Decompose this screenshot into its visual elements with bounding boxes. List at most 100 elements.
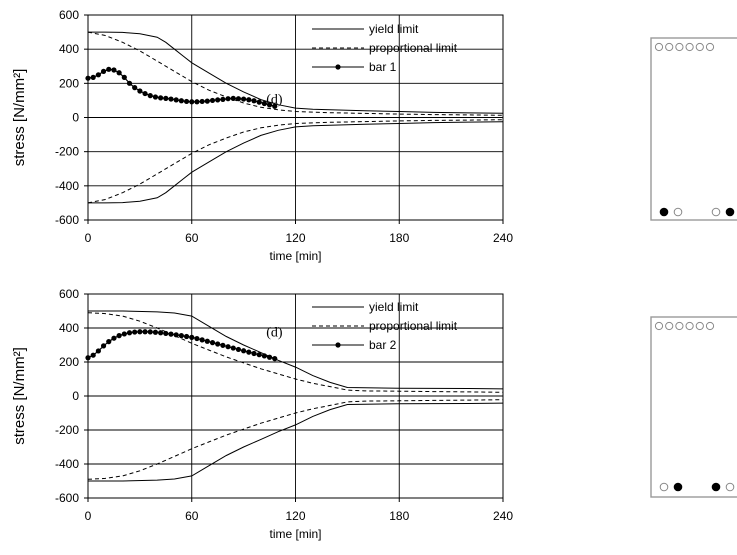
data-point	[272, 356, 278, 362]
data-point	[147, 93, 153, 99]
legend-entry: bar 2	[369, 338, 397, 352]
section-outline	[650, 37, 737, 221]
y-tick-label: -200	[55, 423, 79, 437]
data-point	[132, 329, 138, 335]
data-point	[111, 335, 117, 341]
annotation-label: (d)	[266, 325, 283, 340]
rebar-top	[705, 321, 715, 331]
x-tick-label: 120	[285, 231, 305, 245]
y-tick-label: -200	[55, 145, 79, 159]
data-point	[95, 72, 101, 78]
rebar-top	[665, 321, 674, 331]
data-point	[189, 99, 195, 105]
y-tick-label: -600	[55, 213, 79, 227]
data-point	[173, 332, 179, 338]
data-point	[194, 99, 200, 105]
data-point	[209, 340, 216, 346]
data-point	[204, 98, 210, 104]
rebar-top	[675, 321, 684, 331]
data-point	[111, 67, 117, 73]
data-point	[183, 333, 190, 340]
data-point	[225, 96, 231, 102]
data-point	[158, 330, 164, 336]
data-point	[168, 96, 174, 102]
x-tick-label: 60	[185, 509, 199, 523]
x-tick-label: 180	[389, 509, 409, 523]
rebar-top	[654, 42, 664, 52]
legend-marker	[335, 64, 341, 70]
section-outline	[650, 316, 737, 498]
data-point	[225, 344, 231, 350]
rebar-bottom	[711, 482, 721, 492]
rebar-top	[675, 42, 684, 52]
series-line-yield-limit-lower-	[88, 121, 504, 204]
rebar-top	[685, 42, 694, 52]
legend-entry: yield limit	[369, 22, 419, 36]
y-tick-label: 200	[59, 355, 79, 369]
rebar-bottom	[659, 482, 669, 492]
data-point	[106, 339, 112, 345]
legend-marker	[335, 342, 341, 348]
rebar-bottom	[711, 207, 721, 217]
data-point	[209, 97, 216, 104]
rebar-bottom	[673, 482, 683, 492]
data-point	[121, 331, 127, 337]
y-tick-label: -400	[55, 179, 79, 193]
cross-section-1	[650, 37, 737, 221]
y-tick-label: 400	[59, 321, 79, 335]
series-line-proportional-limit	[87, 31, 504, 116]
x-axis-label: time [min]	[269, 249, 321, 263]
data-point	[90, 74, 96, 80]
y-tick-label: 200	[59, 76, 79, 90]
data-point	[272, 103, 278, 109]
data-point	[266, 354, 273, 360]
data-point	[85, 75, 91, 81]
data-point	[256, 99, 262, 105]
data-point	[85, 355, 91, 361]
x-tick-label: 0	[85, 509, 92, 523]
data-point	[220, 342, 226, 348]
y-tick-label: 0	[72, 111, 79, 125]
series-line-yield-limit-lower-	[88, 402, 504, 482]
y-tick-label: -600	[55, 491, 79, 505]
y-tick-label: -400	[55, 457, 79, 471]
series-line-yield-limit	[88, 310, 504, 390]
legend-entry: proportional limit	[369, 319, 458, 333]
series-line-proportional-limit-lower-	[87, 399, 504, 480]
cross-section-2	[650, 316, 737, 498]
rebar-bottom	[725, 207, 735, 217]
rebar-top	[654, 321, 664, 331]
y-tick-label: 600	[59, 8, 79, 22]
y-axis-label: stress [N/mm²]	[11, 69, 28, 167]
data-point	[230, 345, 236, 351]
data-point	[106, 66, 112, 72]
series-line-yield-limit	[88, 31, 504, 114]
rebar-bottom	[725, 482, 735, 492]
data-point	[142, 329, 148, 335]
data-point	[251, 98, 257, 104]
x-axis-label: time [min]	[269, 527, 321, 541]
data-point	[189, 334, 195, 340]
data-point	[126, 330, 133, 336]
y-tick-label: 0	[72, 389, 79, 403]
data-point	[137, 329, 143, 335]
data-point	[266, 102, 273, 108]
data-point	[126, 80, 133, 86]
data-point	[183, 98, 190, 105]
data-point	[90, 352, 96, 358]
data-point	[132, 85, 138, 91]
data-point	[261, 353, 267, 359]
legend-entry: proportional limit	[369, 41, 458, 55]
legend-entry: bar 1	[369, 60, 397, 74]
data-point	[246, 349, 252, 355]
data-point	[261, 100, 267, 107]
data-point	[152, 329, 159, 335]
data-point	[116, 70, 122, 76]
series-line-proportional-limit	[87, 312, 504, 393]
data-point	[178, 98, 184, 104]
chart-bar-2: 600 400 200 0 -200 -400 -600 0 60 120 180 240 time […	[11, 287, 513, 541]
data-point	[178, 333, 184, 339]
data-point	[204, 338, 210, 344]
data-point	[215, 97, 221, 103]
data-point	[163, 330, 169, 337]
